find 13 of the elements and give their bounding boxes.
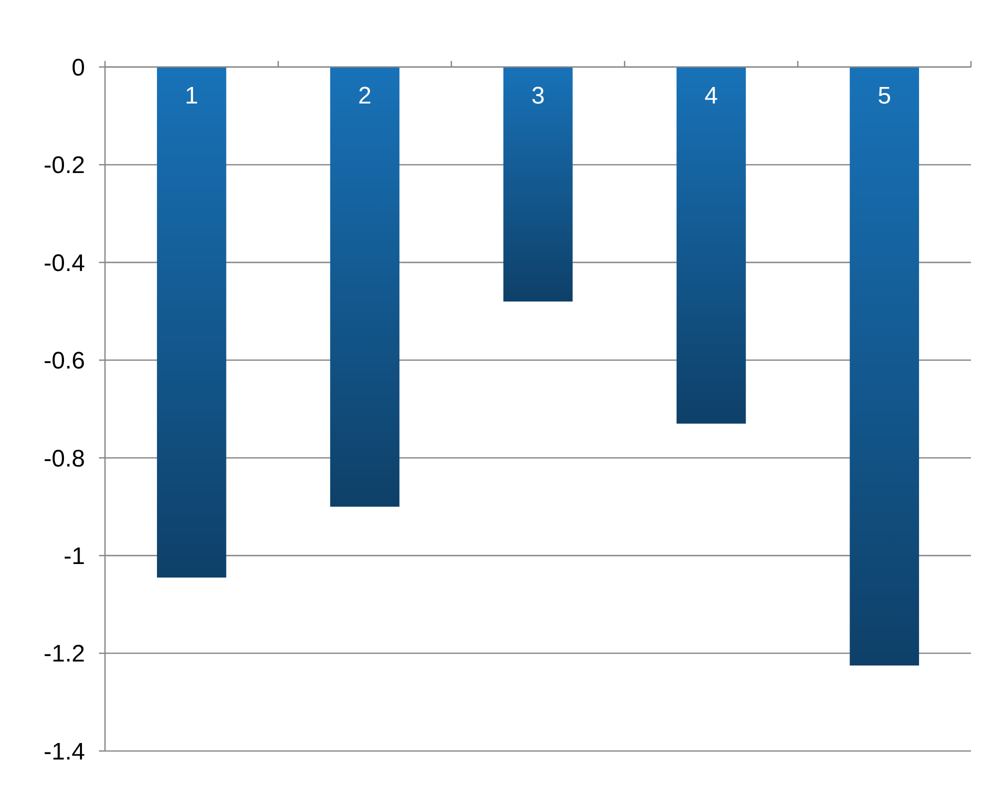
x-tick-label: 2 (358, 82, 372, 110)
y-tick-label: -0.4 (44, 250, 85, 277)
y-tick-label: -0.8 (44, 445, 85, 472)
x-tick-label: 5 (878, 82, 892, 110)
y-tick-label: -0.2 (44, 152, 85, 180)
y-tick-label: -1.4 (44, 738, 85, 766)
y-tick-label: -1 (64, 542, 85, 570)
y-tick-label: -0.6 (44, 348, 85, 375)
x-tick-label: 1 (184, 82, 198, 110)
x-tick-label: 4 (704, 82, 718, 110)
x-tick-label: 3 (531, 82, 545, 110)
y-tick-label: -1.2 (44, 640, 85, 668)
y-tick-label: 0 (72, 54, 85, 82)
